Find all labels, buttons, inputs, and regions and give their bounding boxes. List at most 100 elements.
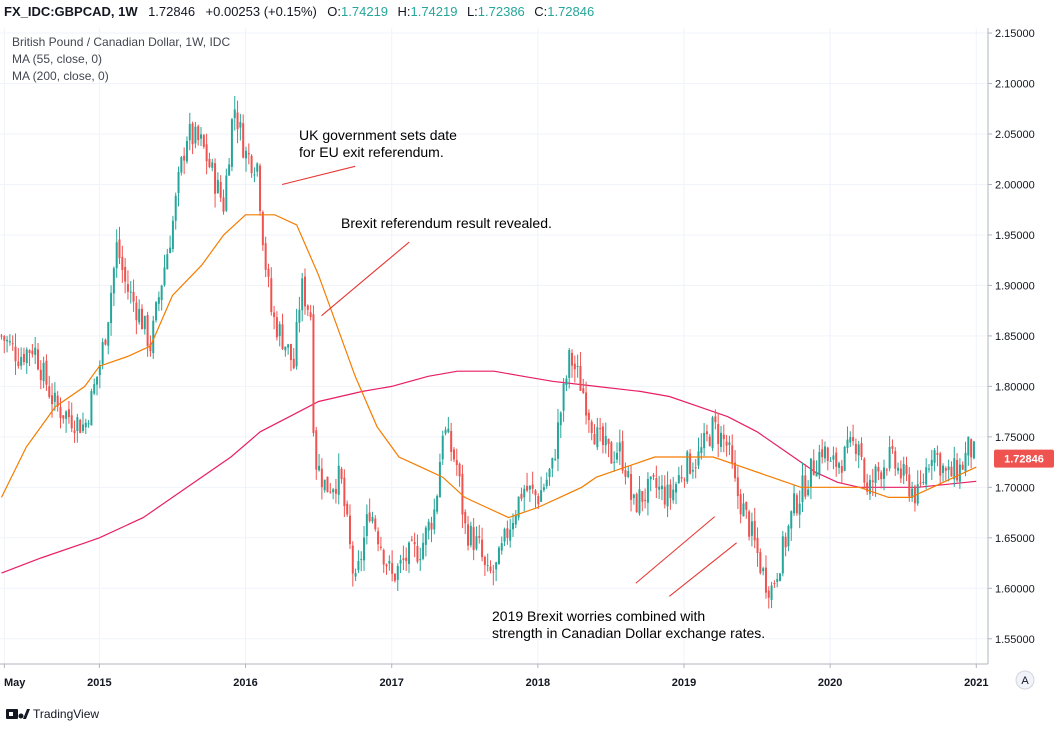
candle [652,472,655,481]
candle-body [65,411,68,419]
candle-body [874,466,877,483]
annotation-referendum-result: Brexit referendum result revealed. [341,215,552,231]
candle-body [686,451,689,482]
candle-body [793,493,796,514]
candle-body [393,573,396,581]
candle-body [129,291,132,293]
candle [899,460,902,484]
candle [222,189,225,215]
candle [478,524,481,544]
annotation-line[interactable] [321,241,410,317]
candle [610,440,613,464]
candle [441,430,444,465]
candle-body [601,426,604,445]
candle [658,475,661,500]
candle-body [270,278,273,313]
candle [956,453,959,483]
candle-body [424,527,427,545]
candle-body [838,463,841,468]
auto-scale-label[interactable]: A [1021,675,1029,687]
candle-body [883,467,886,479]
candle [787,524,790,552]
candle [62,415,65,424]
candle [39,360,42,390]
auto-scale-button[interactable]: A [1015,670,1035,690]
candle [273,305,276,330]
candle [531,471,534,494]
candle-body [545,479,548,487]
candle [67,400,70,424]
low-label: L: [467,4,478,19]
candle-body [244,150,247,159]
annotation-line[interactable] [635,516,716,584]
legend-title[interactable]: British Pound / Canadian Dollar, 1W, IDC [12,35,230,49]
candle-body [138,308,141,323]
candle-body [152,320,155,354]
candle-body [795,495,798,514]
candle [444,426,447,436]
candle [672,476,675,504]
candle [621,430,624,474]
ma200-line[interactable] [1,370,977,574]
candle-body [582,388,585,393]
time-tick-label: 2015 [87,677,111,689]
candle-body [84,422,87,428]
candle-body [228,164,231,176]
candle [244,146,247,172]
candle [905,456,908,482]
candle-body [45,360,48,385]
candle-body [391,563,394,574]
symbol-label: FX_IDC:GBPCAD, 1W [4,4,138,19]
candle [56,391,59,412]
ma55-line[interactable] [0,214,977,519]
candle [461,464,464,529]
candle [877,461,880,481]
candle [880,470,883,489]
candle-body [897,467,900,471]
candle [919,470,922,487]
price-tick-label: 2.10000 [995,79,1035,91]
legend-ma200[interactable]: MA (200, close, 0) [12,69,109,83]
candle [433,498,436,535]
candle-body [348,515,351,545]
candle [686,450,689,484]
candle-body [615,452,618,460]
auto-scale-circle[interactable] [1015,670,1035,690]
annotation-line[interactable] [669,542,737,597]
legend-ma55[interactable]: MA (55, close, 0) [12,52,102,66]
tradingview-logo[interactable]: TradingView [6,707,99,721]
candle-body [298,309,301,323]
candle [947,459,950,482]
candle [216,172,219,194]
candle [422,533,425,561]
candle-body [467,524,470,546]
candle [734,450,737,482]
candle-body [852,437,855,442]
candle-body [638,489,641,514]
candle-body [115,242,118,269]
candle-body [950,466,953,477]
candle [365,504,368,545]
candle-body [860,443,863,457]
candle-body [379,546,382,548]
annotation-line[interactable] [281,165,356,186]
candle-body [607,438,610,444]
tradingview-wordmark[interactable]: TradingView [33,707,99,721]
candle-body [784,536,787,548]
candle-body [703,432,706,449]
candle [306,304,309,317]
time-axis[interactable]: May 2015 2016 2017 2018 2019 2020 2021 [3,664,989,689]
candle [753,507,756,549]
candle-body [644,499,647,501]
candle-body [357,560,360,571]
candle [540,476,543,502]
candle [807,480,810,497]
candle [197,124,200,146]
candle [714,409,717,430]
candle [691,462,694,479]
candle [11,335,14,351]
price-axis[interactable]: 2.15000 2.10000 2.05000 2.00000 1.95000 1.900… [988,28,1035,646]
candle [638,476,641,516]
candle-body [301,278,304,311]
candle [309,304,312,321]
